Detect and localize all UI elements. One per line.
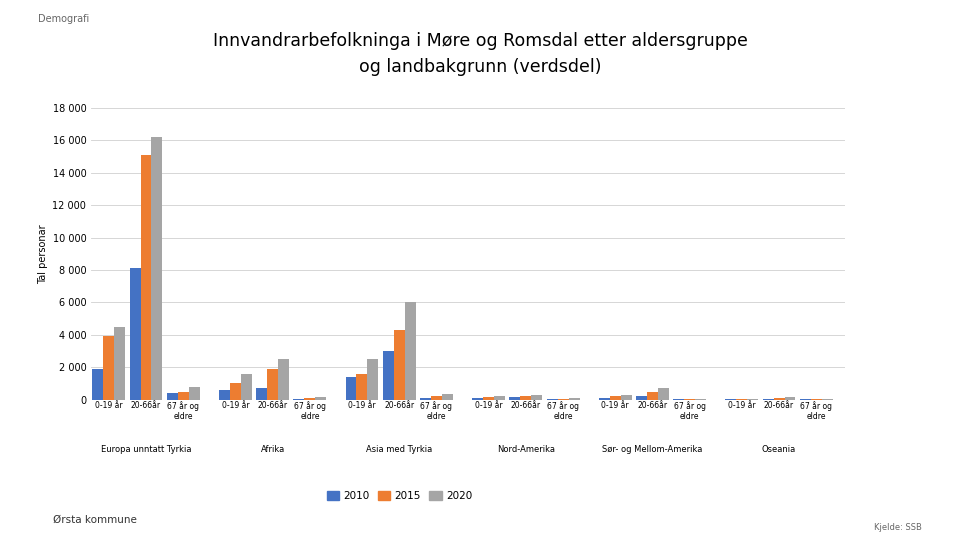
Bar <box>92 369 104 400</box>
Bar <box>568 399 580 400</box>
Bar <box>152 137 162 400</box>
Bar <box>241 374 252 400</box>
Bar <box>784 397 796 400</box>
Text: Innvandrarbefolkninga i Møre og Romsdal etter aldersgruppe: Innvandrarbefolkninga i Møre og Romsdal … <box>212 31 748 50</box>
Bar <box>114 327 125 400</box>
Bar <box>658 388 669 400</box>
Text: Ørsta kommune: Ørsta kommune <box>53 515 136 525</box>
Bar <box>368 359 378 400</box>
Bar <box>278 359 289 400</box>
Bar <box>472 399 483 400</box>
Text: Afrika: Afrika <box>260 445 285 454</box>
Bar <box>636 396 647 400</box>
Text: og landbakgrunn (verdsdel): og landbakgrunn (verdsdel) <box>359 58 601 77</box>
Bar <box>494 396 505 400</box>
Bar <box>620 395 632 400</box>
Text: Kjelde: SSB: Kjelde: SSB <box>874 523 922 532</box>
Bar <box>394 330 405 400</box>
Bar <box>256 388 267 400</box>
Legend: 2010, 2015, 2020: 2010, 2015, 2020 <box>323 487 476 505</box>
Bar <box>747 399 758 400</box>
Text: Sør- og Mellom-Amerika: Sør- og Mellom-Amerika <box>602 445 703 454</box>
Bar <box>610 396 620 400</box>
Y-axis label: Tal personar: Tal personar <box>38 224 48 284</box>
Bar <box>383 351 394 400</box>
Bar <box>294 399 304 400</box>
Bar <box>599 397 610 400</box>
Bar <box>774 398 784 400</box>
Bar <box>558 399 568 400</box>
Text: Demografi: Demografi <box>38 14 89 24</box>
Bar <box>356 374 368 400</box>
Text: Asia med Tyrkia: Asia med Tyrkia <box>366 445 432 454</box>
Bar <box>267 369 278 400</box>
Bar <box>420 398 431 400</box>
Bar <box>695 399 707 400</box>
Bar <box>219 390 229 400</box>
Bar <box>531 395 542 400</box>
Bar <box>130 268 140 400</box>
Bar <box>442 394 453 400</box>
Text: Europa unntatt Tyrkia: Europa unntatt Tyrkia <box>101 445 191 454</box>
Bar <box>483 397 494 400</box>
Bar <box>167 393 178 400</box>
Bar <box>431 396 442 400</box>
Bar <box>510 397 520 400</box>
Bar <box>104 336 114 400</box>
Bar <box>189 387 200 400</box>
Bar <box>346 377 356 400</box>
Bar <box>520 396 531 400</box>
Bar <box>229 383 241 400</box>
Bar <box>762 399 774 400</box>
Bar <box>684 399 695 400</box>
Bar <box>140 155 152 400</box>
Text: Oseania: Oseania <box>762 445 796 454</box>
Bar <box>405 302 416 400</box>
Bar <box>178 392 189 400</box>
Bar <box>304 399 316 400</box>
Bar <box>316 397 326 400</box>
Bar <box>647 392 658 400</box>
Text: Nord-Amerika: Nord-Amerika <box>497 445 555 454</box>
